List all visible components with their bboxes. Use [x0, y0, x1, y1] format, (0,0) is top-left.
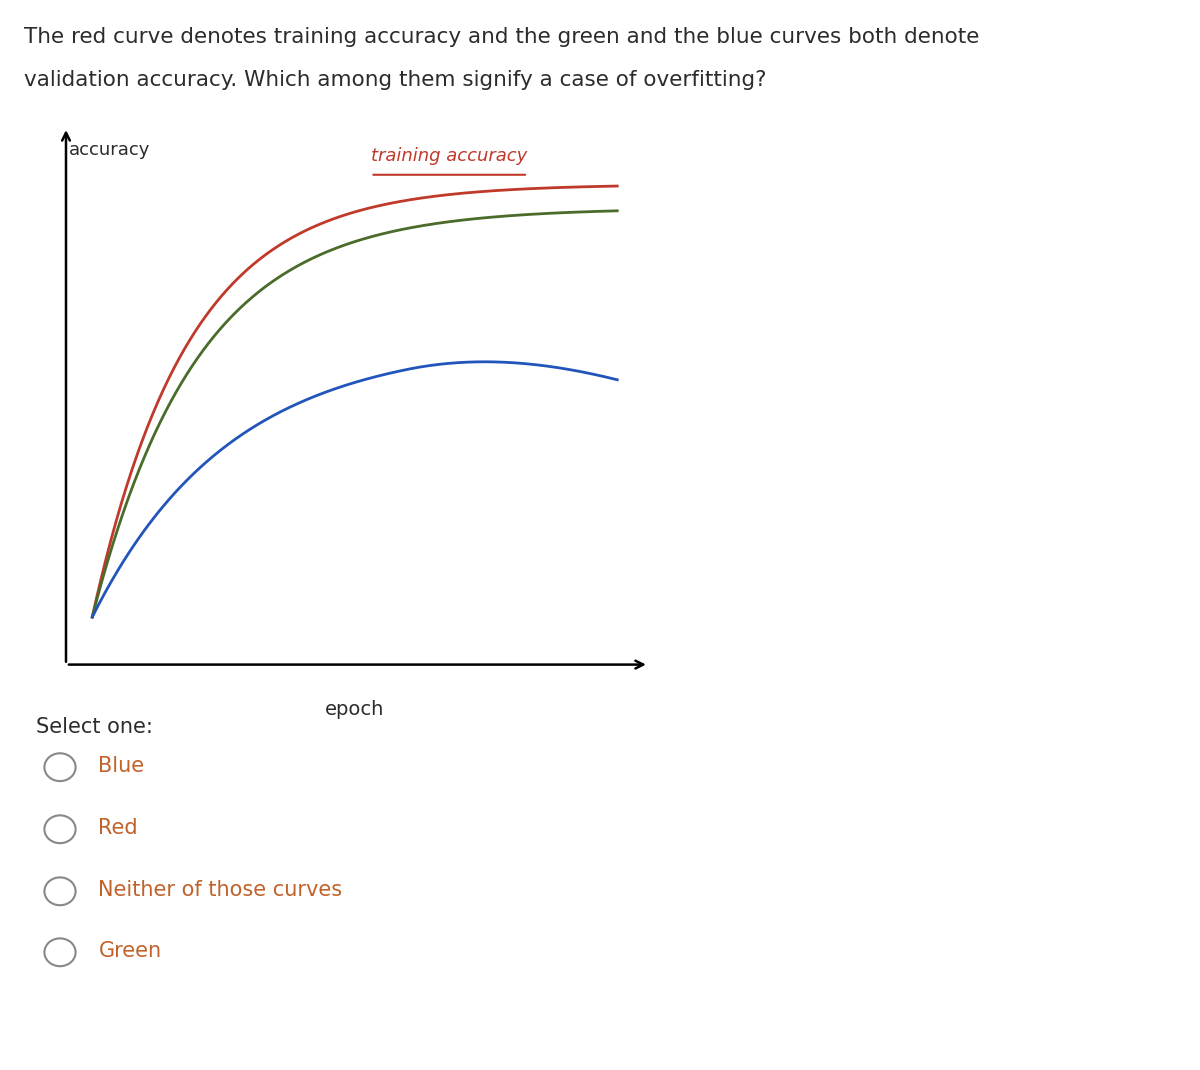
Text: The red curve denotes training accuracy and the green and the blue curves both d: The red curve denotes training accuracy … [24, 27, 979, 47]
Text: training accuracy: training accuracy [371, 147, 527, 165]
Text: validation accuracy. Which among them signify a case of overfitting?: validation accuracy. Which among them si… [24, 70, 767, 90]
Text: accuracy: accuracy [68, 141, 150, 159]
Text: Neither of those curves: Neither of those curves [98, 881, 342, 900]
Text: Select one:: Select one: [36, 717, 152, 737]
Text: epoch: epoch [325, 700, 384, 719]
Text: Blue: Blue [98, 756, 144, 776]
Text: Red: Red [98, 819, 138, 838]
Text: Green: Green [98, 942, 162, 961]
